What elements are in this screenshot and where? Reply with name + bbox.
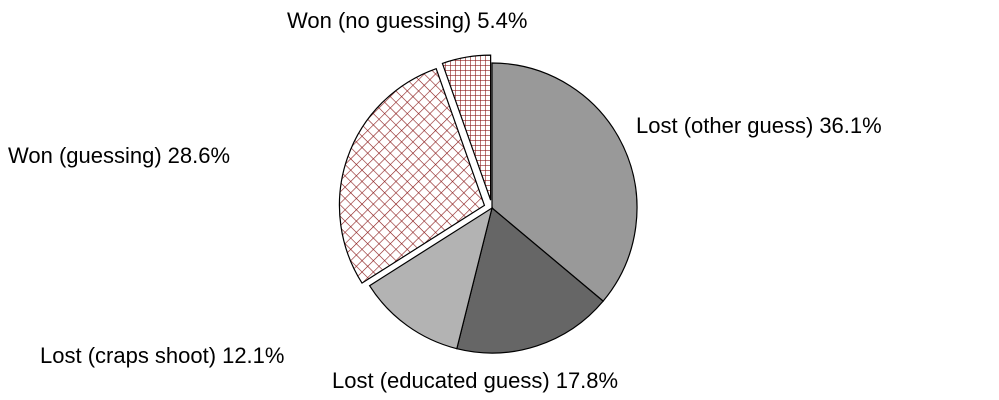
slice-label: Won (guessing) 28.6%	[8, 143, 230, 168]
slice-value: 36.1%	[819, 113, 881, 138]
slice-label: Won (no guessing) 5.4%	[287, 8, 527, 33]
pie-slice	[456, 206, 604, 354]
pie-slice	[368, 206, 493, 350]
slice-label: Lost (other guess) 36.1%	[636, 113, 882, 138]
slice-value: 28.6%	[168, 143, 230, 168]
slice-value: 12.1%	[222, 343, 284, 368]
slice-name: Lost (other guess)	[636, 113, 813, 138]
pie-slice	[338, 67, 486, 284]
slice-name: Lost (craps shoot)	[40, 343, 216, 368]
slice-value: 5.4%	[477, 8, 527, 33]
slice-name: Won (guessing)	[8, 143, 162, 168]
slice-label: Lost (craps shoot) 12.1%	[40, 343, 284, 368]
pie-slice	[441, 54, 492, 201]
slice-name: Won (no guessing)	[287, 8, 471, 33]
pie-slice	[491, 62, 638, 302]
slice-name: Lost (educated guess)	[332, 368, 550, 393]
slice-label: Lost (educated guess) 17.8%	[332, 368, 618, 393]
slice-value: 17.8%	[556, 368, 618, 393]
